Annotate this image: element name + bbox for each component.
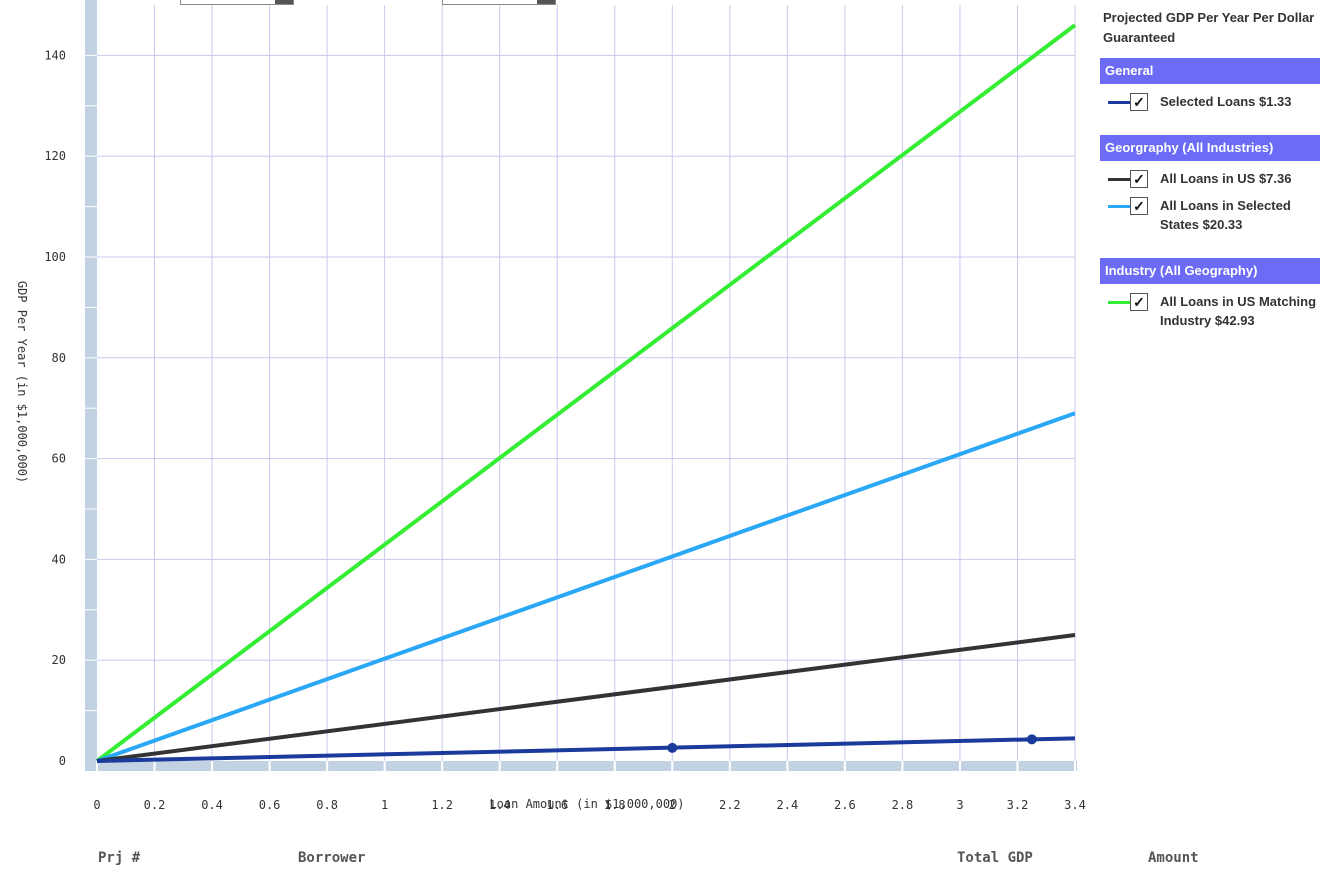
x-tick-label: 0.4 <box>201 798 223 812</box>
results-table-header: Prj # Borrower Total GDP Amount <box>0 850 1320 872</box>
series-point-3 <box>667 742 678 753</box>
x-tick-label: 3.2 <box>1007 798 1029 812</box>
gdp-line-chart: 0 20 40 60 80 100 120 140 0 0.2 0.4 0.6 0.8 1 1.2 1.4 1… <box>15 0 1086 812</box>
x-tick-label: 2.8 <box>892 798 914 812</box>
x-tick-label: 3 <box>956 798 963 812</box>
series-line-3 <box>96 736 1076 763</box>
legend-title: Projected GDP Per Year Per Dollar Guaran… <box>1103 10 1315 45</box>
x-tick-label: 0.2 <box>144 798 166 812</box>
legend-item-label: All Loans in US Matching Industry $42.93 <box>1160 294 1317 328</box>
x-axis-bar <box>85 761 1077 771</box>
column-header-borrower[interactable]: Borrower <box>298 850 366 866</box>
x-tick-label: 2.2 <box>719 798 741 812</box>
x-tick-label: 2.4 <box>777 798 799 812</box>
x-tick-label: 1.4 <box>489 798 511 812</box>
legend-item: ✓ All Loans in US $7.36 <box>1100 169 1320 188</box>
legend-groups: General ✓ Selected Loans $1.33 Georgraphy (… <box>1100 58 1320 344</box>
legend-checkbox[interactable]: ✓ <box>1130 197 1148 215</box>
x-tick-label: 1.2 <box>431 798 453 812</box>
legend-group-header: General <box>1100 58 1320 84</box>
legend-swatch <box>1108 301 1130 304</box>
legend-group-spacer <box>1100 330 1320 344</box>
x-tick-label: 3.4 <box>1064 798 1086 812</box>
legend-group-header: Georgraphy (All Industries) <box>1100 135 1320 161</box>
y-tick-label: 140 <box>44 48 66 62</box>
x-tick-label: 2.6 <box>834 798 856 812</box>
x-tick-label: 0 <box>93 798 100 812</box>
x-tick-label: 2 <box>669 798 676 812</box>
series-line-0 <box>95 23 1077 763</box>
legend-item: ✓ All Loans in Selected States $20.33 <box>1100 196 1320 234</box>
legend-checkbox[interactable]: ✓ <box>1130 170 1148 188</box>
legend-checkbox[interactable]: ✓ <box>1130 93 1148 111</box>
range-max-dropdown-button[interactable] <box>537 0 555 4</box>
legend-item: ✓ All Loans in US Matching Industry $42.9… <box>1100 292 1320 330</box>
series-line-2 <box>96 633 1076 763</box>
legend-group-spacer <box>1100 234 1320 248</box>
y-tick-label: 60 <box>52 452 66 466</box>
y-axis-label: GDP Per Year (in $1,000,000) <box>15 281 29 483</box>
legend-item-label: Selected Loans $1.33 <box>1160 94 1292 109</box>
range-min-input[interactable] <box>180 0 294 5</box>
legend-item-label: All Loans in US $7.36 <box>1160 171 1292 186</box>
x-tick-label: 0.8 <box>316 798 338 812</box>
y-tick-label: 20 <box>52 653 66 667</box>
x-axis-label: Loan Amount (in $1,000,000) <box>489 797 684 811</box>
y-tick-label: 120 <box>44 149 66 163</box>
y-tick-label: 100 <box>44 250 66 264</box>
legend-checkbox[interactable]: ✓ <box>1130 293 1148 311</box>
column-header-amount[interactable]: Amount <box>1148 850 1199 866</box>
y-tick-label: 0 <box>59 754 66 768</box>
legend-item: ✓ Selected Loans $1.33 <box>1100 92 1320 111</box>
legend-swatch <box>1108 178 1130 181</box>
series-point-3 <box>1026 734 1037 745</box>
legend-group-header: Industry (All Geography) <box>1100 258 1320 284</box>
legend-swatch <box>1108 101 1130 104</box>
series-line-1 <box>96 411 1076 763</box>
legend-group-spacer <box>1100 111 1320 125</box>
column-header-prj[interactable]: Prj # <box>98 850 141 866</box>
legend-panel: Projected GDP Per Year Per Dollar Guaran… <box>1100 8 1320 344</box>
x-tick-label: 0.6 <box>259 798 281 812</box>
x-tick-label: 1 <box>381 798 388 812</box>
x-tick-label: 1.6 <box>546 798 568 812</box>
y-tick-label: 40 <box>52 552 66 566</box>
range-max-input[interactable] <box>442 0 556 5</box>
x-tick-label: 1.8 <box>604 798 626 812</box>
range-min-dropdown-button[interactable] <box>275 0 293 4</box>
legend-item-label: All Loans in Selected States $20.33 <box>1160 198 1291 232</box>
column-header-total-gdp[interactable]: Total GDP <box>957 850 1033 866</box>
legend-swatch <box>1108 205 1130 208</box>
y-axis-bar <box>85 0 97 771</box>
y-tick-label: 80 <box>52 351 66 365</box>
